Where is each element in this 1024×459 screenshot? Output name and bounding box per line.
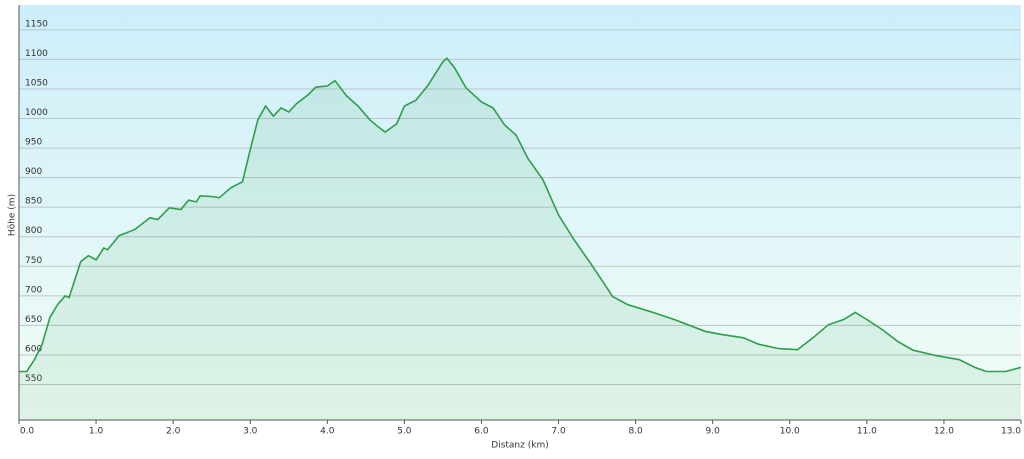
x-tick-label: 3.0 [243, 427, 258, 437]
y-tick-label: 800 [25, 226, 42, 236]
y-tick-label: 600 [25, 344, 42, 354]
x-tick-label: 9.0 [706, 427, 721, 437]
x-tick-label: 8.0 [628, 427, 643, 437]
x-tick-label: 12.0 [934, 427, 954, 437]
area-fill [19, 58, 1021, 420]
y-tick-label: 650 [25, 315, 42, 325]
x-tick-label: 5.0 [397, 427, 412, 437]
y-tick-label: 700 [25, 285, 42, 295]
x-tick-label: 13.0 [1001, 427, 1021, 437]
y-tick-label: 1100 [25, 49, 48, 59]
y-tick-label: 1150 [25, 19, 48, 29]
x-axis-label: Distanz (km) [491, 441, 548, 451]
y-tick-label: 900 [25, 167, 42, 177]
x-tick-label: 11.0 [857, 427, 877, 437]
y-tick-label: 1000 [25, 108, 48, 118]
y-axis-label: Höhe (m) [8, 194, 18, 236]
x-tick-label: 10.0 [780, 427, 800, 437]
x-tick-label: 6.0 [474, 427, 489, 437]
x-tick-label: 4.0 [320, 427, 335, 437]
x-tick-label: 7.0 [551, 427, 566, 437]
plot-background [19, 5, 1021, 420]
y-tick-label: 750 [25, 256, 42, 266]
y-tick-label: 850 [25, 197, 42, 207]
x-tick-label: 1.0 [89, 427, 104, 437]
x-tick-label: 0.0 [20, 427, 35, 437]
y-tick-label: 1050 [25, 78, 48, 88]
y-tick-label: 550 [25, 374, 42, 384]
y-tick-label: 950 [25, 138, 42, 148]
x-tick-label: 2.0 [166, 427, 181, 437]
elevation-line [19, 57, 1022, 373]
